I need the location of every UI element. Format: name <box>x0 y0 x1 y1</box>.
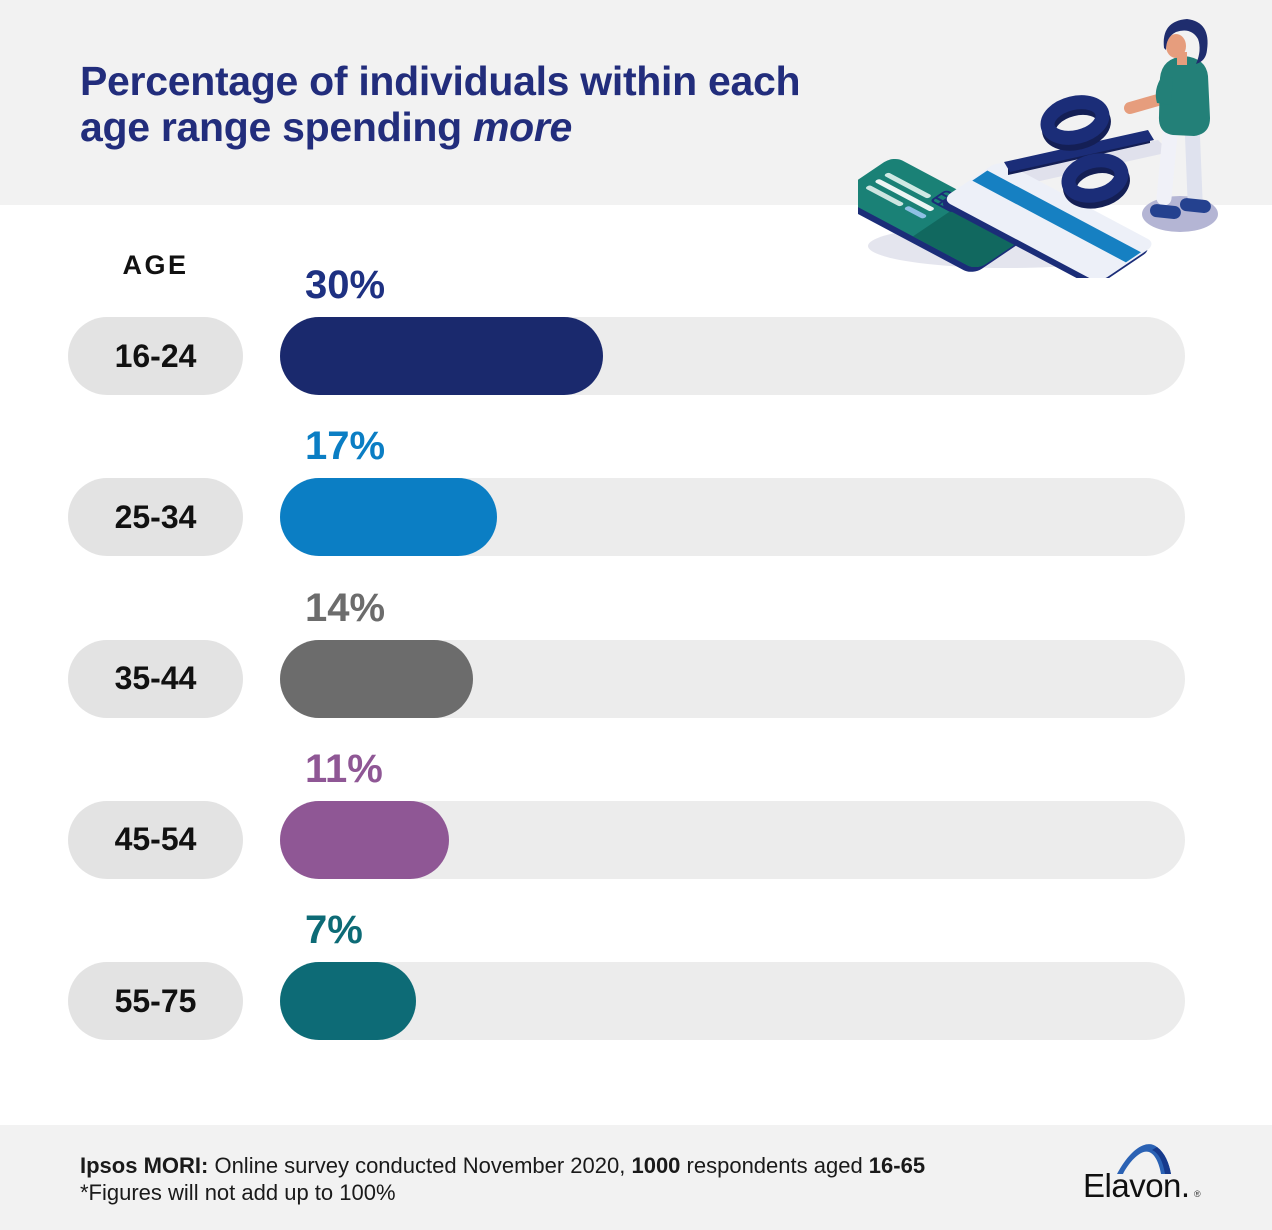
bar-track <box>280 478 1185 557</box>
bar-track <box>280 962 1185 1040</box>
age-range-pill: 55-75 <box>68 962 243 1040</box>
bar-value-label: 7% <box>305 908 363 952</box>
bar-track <box>280 800 1185 879</box>
bar-value-label: 30% <box>305 263 386 307</box>
bar-track <box>280 317 1185 395</box>
source-note: Ipsos MORI: Online survey conducted Nove… <box>80 1152 925 1206</box>
age-range-label: 35-44 <box>114 660 197 696</box>
bar-fill <box>280 962 416 1040</box>
age-range-label: 16-24 <box>114 337 197 374</box>
bar-fill <box>280 639 474 718</box>
age-range-pill: 35-44 <box>68 639 243 718</box>
person-icon <box>1124 19 1218 232</box>
age-range-pill: 16-24 <box>68 317 243 395</box>
bar-value-label: 11% <box>305 746 383 791</box>
respondents-count: 1000 <box>631 1153 681 1178</box>
bar-row: 17% 25-34 <box>0 424 1272 574</box>
source-name: Ipsos MORI: <box>80 1153 209 1178</box>
percent-icon <box>1004 95 1154 209</box>
white-card-icon <box>942 163 1152 278</box>
bar-fill <box>280 478 498 557</box>
person-with-percent-and-cards-illustration <box>858 19 1218 278</box>
bar-row: 30% 16-24 <box>0 263 1272 413</box>
registered-mark: ® <box>1194 1189 1201 1199</box>
title-line2: age range spending <box>80 104 473 150</box>
title-line1: Percentage of individuals within each <box>80 58 801 104</box>
footer-band <box>0 1125 1272 1230</box>
bar-value-label: 14% <box>305 585 386 630</box>
elavon-swoosh-icon <box>1117 1144 1171 1174</box>
bar-row: 7% 55-75 <box>0 908 1272 1058</box>
elavon-wordmark: Elavon. <box>1083 1167 1190 1204</box>
elavon-logo: Elavon. ® <box>1083 1141 1213 1204</box>
source-line: Ipsos MORI: Online survey conducted Nove… <box>80 1153 926 1178</box>
bar-track <box>280 639 1185 718</box>
footnote: *Figures will not add up to 100% <box>80 1180 396 1205</box>
age-range-pill: 25-34 <box>68 478 243 557</box>
age-range-label: 45-54 <box>114 821 197 858</box>
age-range-label: 25-34 <box>114 498 197 535</box>
bar-row: 14% 35-44 <box>0 586 1272 736</box>
age-column-header: AGE <box>122 250 189 280</box>
page-title: Percentage of individuals within each ag… <box>80 58 801 150</box>
bar-fill <box>280 317 604 395</box>
bar-row: 11% 45-54 <box>0 747 1272 897</box>
age-range-label: 55-75 <box>114 982 197 1019</box>
bar-value-label: 17% <box>305 424 386 469</box>
age-range-pill: 45-54 <box>68 800 243 879</box>
title-emphasis: more <box>473 104 573 150</box>
bar-fill <box>280 800 449 879</box>
respondents-age-range: 16-65 <box>868 1153 926 1178</box>
